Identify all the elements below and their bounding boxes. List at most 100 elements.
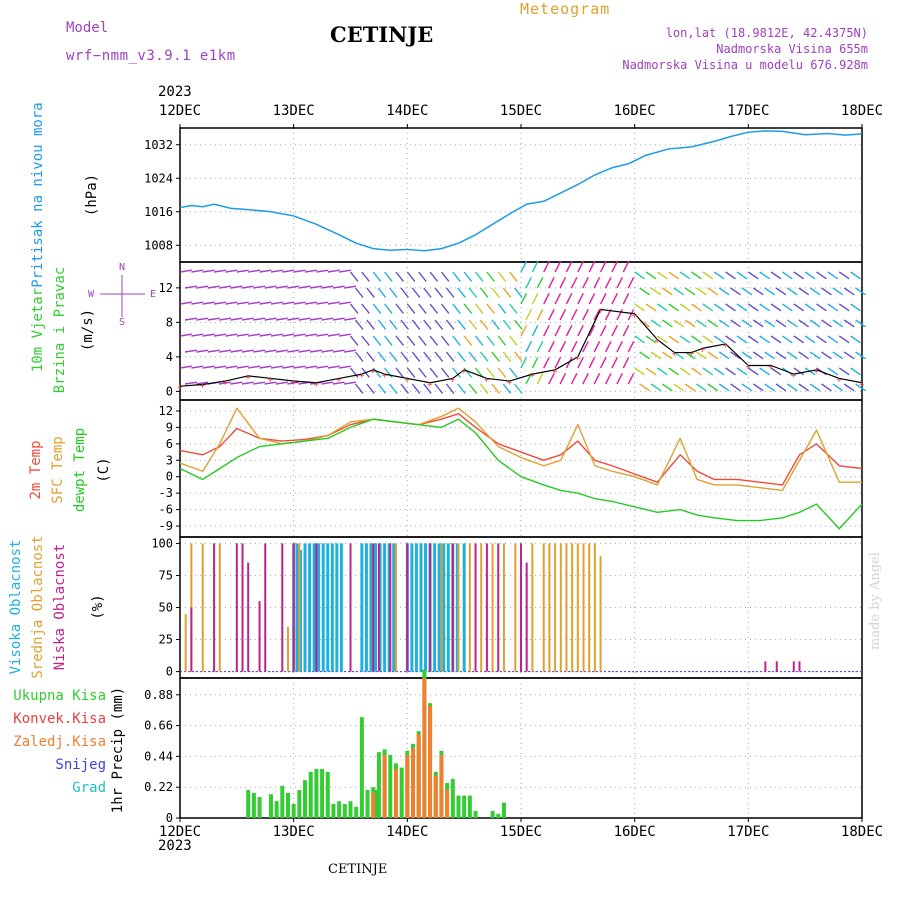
wind-arrow xyxy=(543,356,550,369)
model-name: wrf−nmm_v3.9.1 e1km xyxy=(66,48,236,64)
wind-arrow xyxy=(611,292,619,305)
wind-arrow xyxy=(213,301,227,305)
wind-arrow xyxy=(287,381,300,385)
wind-arrow xyxy=(440,367,450,378)
wind-arrow xyxy=(270,301,283,305)
wind-arrow xyxy=(622,260,630,273)
precip-total-bar xyxy=(246,790,251,818)
wind-arrow xyxy=(241,381,254,385)
wind-gust-mark: + xyxy=(671,350,677,360)
wind-arrow xyxy=(650,319,662,328)
precip-total-bar xyxy=(331,804,336,818)
wind-arrow xyxy=(468,383,478,394)
wind-arrow xyxy=(741,287,753,296)
wind-arrow xyxy=(502,351,512,362)
wind-arrow xyxy=(418,303,427,314)
precip-total-bar xyxy=(388,755,393,818)
wind-arrow xyxy=(497,303,507,314)
y-tick-label: 100 xyxy=(151,536,173,550)
wind-arrow xyxy=(321,349,334,353)
wind-arrow xyxy=(736,335,748,344)
wind-ylabel-2: Brzina i Pravac xyxy=(52,267,68,393)
wind-arrow xyxy=(418,367,427,378)
wind-arrow xyxy=(747,303,759,312)
wind-arrow xyxy=(275,381,288,385)
wind-arrow xyxy=(248,269,261,273)
wind-arrow xyxy=(536,276,544,289)
wind-arrow xyxy=(264,317,277,321)
cloud-high-label: Visoka Oblacnost xyxy=(8,540,24,675)
wind-arrow xyxy=(361,271,370,282)
wind-arrow xyxy=(793,335,805,344)
wind-arrow xyxy=(349,303,359,314)
wind-arrow xyxy=(657,303,668,312)
wind-arrow xyxy=(293,333,306,337)
wind-arrow xyxy=(764,319,775,328)
wind-arrow xyxy=(282,269,295,273)
wind-arrow xyxy=(440,271,450,282)
wind-arrow xyxy=(332,381,345,385)
wind-arrow xyxy=(673,319,685,328)
wind-arrow xyxy=(491,351,500,362)
y-tick-label: 12 xyxy=(159,281,173,295)
wind-arrow xyxy=(843,351,855,360)
wind-arrow xyxy=(559,276,567,289)
wind-arrow xyxy=(213,269,227,273)
compass-e: E xyxy=(150,289,156,300)
wind-arrow xyxy=(389,351,398,362)
wind-arrow xyxy=(400,287,409,298)
wind-arrow xyxy=(196,381,209,385)
wind-arrow xyxy=(486,271,495,282)
wind-gust-mark: + xyxy=(461,367,467,377)
wind-arrow xyxy=(588,324,596,337)
wind-arrow xyxy=(554,356,562,369)
wind-arrow xyxy=(668,367,680,376)
wind-arrow xyxy=(838,335,850,344)
y-tick-label: 0 xyxy=(166,811,173,825)
wind-arrow xyxy=(248,365,261,369)
wind-arrow xyxy=(770,271,782,280)
wind-arrow xyxy=(554,324,562,337)
y-tick-label: 0.88 xyxy=(144,688,173,702)
wind-arrow xyxy=(309,349,323,353)
wind-arrow xyxy=(752,351,764,360)
wind-arrow xyxy=(668,271,680,280)
wind-gust-mark: + xyxy=(529,371,535,381)
wind-gust-mark: + xyxy=(745,363,751,373)
wind-gust-mark: + xyxy=(859,380,865,390)
wind-arrow xyxy=(770,335,782,344)
wind-arrow xyxy=(570,340,578,353)
wind-arrow xyxy=(479,351,489,362)
wind-arrow xyxy=(339,269,352,273)
wind-arrow xyxy=(225,301,238,305)
wind-gust-mark: + xyxy=(404,375,410,385)
wind-arrow xyxy=(809,351,821,360)
wind-arrow xyxy=(679,335,691,344)
wind-arrow xyxy=(804,303,816,312)
wind-arrow xyxy=(684,383,696,392)
wind-gust-mark: + xyxy=(200,381,206,391)
wind-arrow xyxy=(752,383,764,392)
wind-arrow xyxy=(702,303,714,312)
precip-total-bar xyxy=(373,790,378,818)
wind-speed-line xyxy=(179,308,863,387)
wind-arrow xyxy=(207,349,220,353)
wind-arrow xyxy=(764,383,775,392)
wind-arrow xyxy=(218,317,232,321)
wind-arrow xyxy=(798,287,810,296)
wind-arrow xyxy=(282,301,295,305)
wind-arrow xyxy=(429,271,439,282)
wind-arrow xyxy=(599,356,607,369)
y-tick-label: 1008 xyxy=(144,238,173,252)
wind-arrow xyxy=(804,271,816,280)
wind-arrow xyxy=(184,381,197,385)
wind-arrow xyxy=(650,351,662,360)
wind-arrow xyxy=(293,365,306,369)
wind-arrow xyxy=(827,303,839,312)
wind-arrow xyxy=(702,335,714,344)
wind-arrow xyxy=(225,269,238,273)
model-elevation-label: Nadmorska Visina u modelu 676.928m xyxy=(622,58,868,72)
wind-arrow xyxy=(662,383,673,392)
wind-arrow xyxy=(230,381,243,385)
